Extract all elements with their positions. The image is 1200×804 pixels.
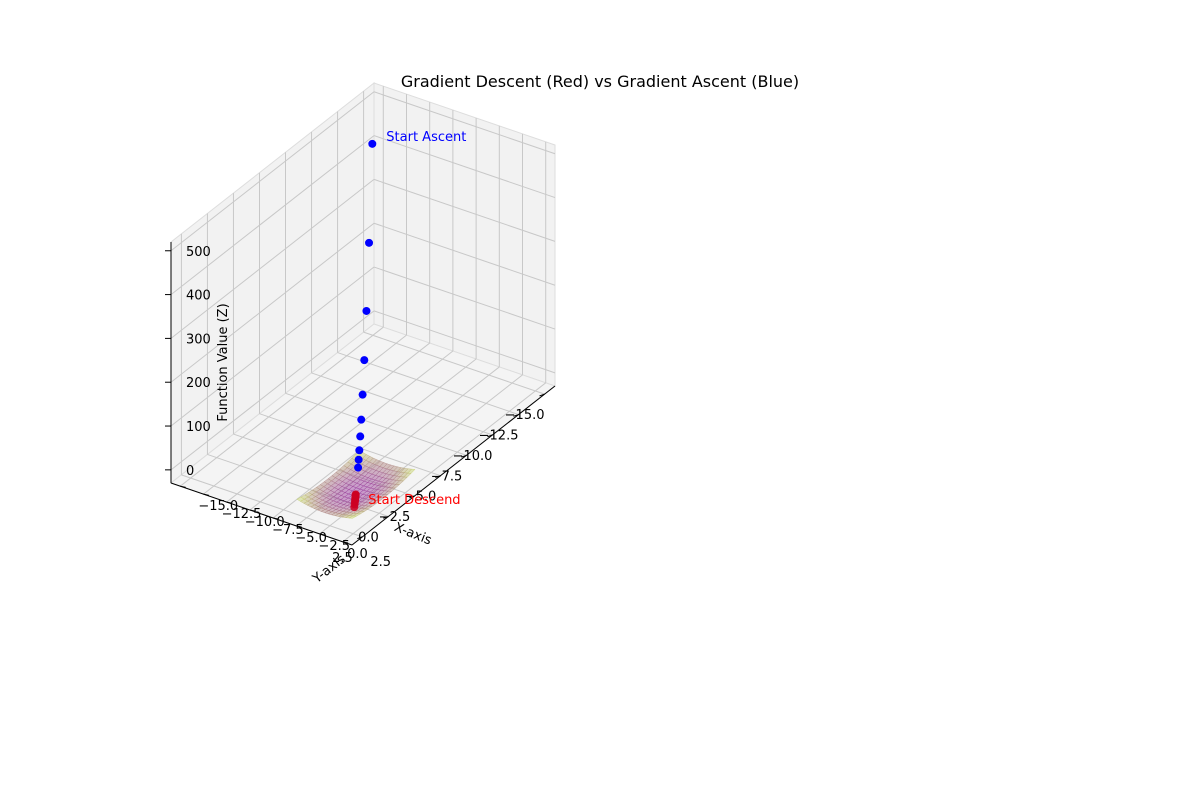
grid-line-y-floor [226,342,431,503]
grid-line-z-back [170,222,375,383]
grid-line-z-side [373,135,556,199]
x-tick-label: −10.0 [453,449,493,464]
y-tick [180,485,186,488]
x-tick [409,495,415,499]
ascent-point [354,463,363,472]
y-tick-label: 2.5 [370,555,391,570]
x-axis-line [351,385,556,546]
z-tick-label: 100 [186,420,211,435]
ascent-point [365,238,374,247]
z-tick-label: 500 [186,245,211,260]
grid-line-z-side [373,178,556,242]
grid-line-x-floor [337,352,519,416]
grid-line-z-back [170,266,375,427]
x-tick [539,393,545,397]
ascent-point [356,432,365,441]
x-tick-label: −2.5 [379,510,411,525]
y-tick-label: −7.5 [272,523,304,538]
y-tick [296,525,302,528]
grid-line-z-back [170,135,375,295]
grid-line-x-floor [259,413,441,477]
start-descend-annotation: Start Descend [368,493,460,508]
x-axis-label: X-axis [392,520,434,549]
chart-title: Gradient Descent (Red) vs Gradient Ascen… [400,72,800,91]
y-tick-label: −5.0 [295,531,327,546]
grid-line-y-floor [203,334,407,495]
grid-line-y-floor [179,326,384,487]
grid-line-z-side [373,266,556,330]
z-axis-label: Function Value (Z) [216,303,231,421]
y-tick [342,541,349,544]
y-tick [319,533,326,536]
z-tick-label: 0 [186,464,194,479]
x-tick-label: −15.0 [505,408,545,423]
ascent-point [355,446,364,455]
x-tick-label: −5.0 [405,490,437,505]
grid-line-z-side [373,91,556,155]
x-tick [435,475,441,478]
x-tick-label: −7.5 [431,469,463,484]
z-tick-label: 200 [186,376,211,391]
x-tick [357,536,363,540]
annotations: Start Ascent Start Descend [368,130,466,508]
x-tick [487,434,493,438]
z-tick-label: 300 [186,332,211,347]
start-ascent-annotation: Start Ascent [386,130,466,145]
ascent-point [368,139,377,148]
grid-line-z-side [373,222,556,286]
ascent-point [362,306,371,315]
grid-line-x-floor [363,331,545,395]
grid-line-x-floor [311,372,493,436]
y-axis-label: Y-axis [309,552,348,587]
ticks: −15.0−12.5−10.0−7.5−5.0−2.50.02.5−15.0−1… [165,245,545,570]
y-tick [226,501,233,504]
y-tick [203,493,209,496]
x-tick [461,454,467,458]
x-tick [383,515,389,519]
ascent-point [358,390,367,399]
surface-facet [296,496,305,502]
y-tick-label: 0.0 [347,547,368,562]
ascent-point [360,356,369,365]
y-tick [272,517,279,520]
x-tick-label: 2.5 [332,551,353,566]
y-tick-label: −2.5 [319,539,351,554]
descent-point [351,490,360,499]
series-points [350,139,377,512]
grid-line-x-floor [285,392,467,456]
grid-line-y-floor [342,382,547,543]
grid-line-z-back [170,310,375,471]
grid-line-x-floor [181,474,363,538]
gridlines [170,86,556,543]
grid-line-z-back [170,91,375,252]
grid-line-y-floor [272,358,477,519]
y-tick [249,509,256,512]
grid-line-z-side [373,310,556,374]
z-tick-label: 400 [186,289,211,304]
ascent-point [354,455,363,464]
x-tick-label: 0.0 [358,530,379,545]
ascent-point [357,415,366,424]
x-tick-label: −12.5 [479,429,519,444]
x-tick [513,414,519,417]
grid-line-z-back [170,179,375,339]
grid-line-y-floor [249,350,454,511]
